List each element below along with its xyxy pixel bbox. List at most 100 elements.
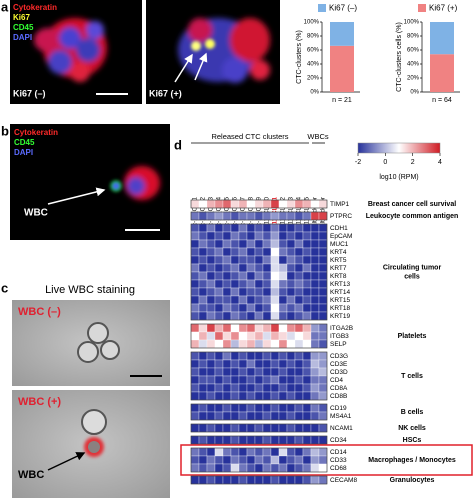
- group-label: Granulocytes: [390, 477, 435, 484]
- heatmap-cell: [270, 391, 280, 401]
- gene-label: KRT8: [330, 273, 347, 280]
- heatmap-cell: [262, 247, 272, 257]
- heatmap-cell: [310, 247, 320, 257]
- micrograph: [10, 0, 142, 104]
- heatmap-cell: [286, 239, 296, 249]
- heatmap-cell: [254, 383, 264, 393]
- heatmap-cell: [222, 247, 232, 257]
- heatmap-cell: [238, 339, 248, 349]
- heatmap-cell: [254, 211, 264, 221]
- heatmap-cell: [286, 331, 296, 341]
- heatmap-cell: [190, 331, 200, 341]
- heatmap-cell: [222, 287, 232, 297]
- heatmap-cell: [278, 279, 288, 289]
- heatmap-cell: [302, 263, 312, 273]
- heatmap-cell: [198, 339, 208, 349]
- heatmap-cell: [198, 303, 208, 313]
- heatmap-cell: [270, 455, 280, 465]
- heatmap-cell: [214, 311, 224, 321]
- heatmap-cell: [230, 263, 240, 273]
- heatmap-cell: [230, 323, 240, 333]
- heatmap-cell: [318, 463, 328, 473]
- stain-label: CD45: [13, 23, 34, 32]
- heatmap-cell: [238, 323, 248, 333]
- y-axis-label: CTC-clusters (%): [296, 30, 303, 84]
- heatmap-cell: [318, 331, 328, 341]
- heatmap-cell: [270, 303, 280, 313]
- heatmap-cell: [310, 359, 320, 369]
- heatmap-cell: [214, 455, 224, 465]
- heatmap-cell: [302, 295, 312, 305]
- heatmap-cell: [230, 295, 240, 305]
- heatmap-cell: [206, 323, 216, 333]
- heatmap-cell: [222, 375, 232, 385]
- heatmap-cell: [278, 211, 288, 221]
- heatmap-cell: [278, 223, 288, 233]
- heatmap-cell: [206, 391, 216, 401]
- heatmap-cell: [318, 239, 328, 249]
- heatmap-cell: [302, 211, 312, 221]
- heatmap-cell: [254, 463, 264, 473]
- heatmap-cell: [238, 211, 248, 221]
- heatmap-cell: [286, 351, 296, 361]
- heatmap-cell: [294, 271, 304, 281]
- y-tick-label: 20%: [307, 76, 320, 82]
- heatmap-cell: [230, 411, 240, 421]
- heatmap-cell: [302, 383, 312, 393]
- heatmap-cell: [310, 279, 320, 289]
- heatmap-cell: [230, 271, 240, 281]
- heatmap-cell: [286, 375, 296, 385]
- heatmap-cell: [318, 231, 328, 241]
- heatmap-cell: [238, 359, 248, 369]
- gene-label: MS4A1: [330, 413, 352, 420]
- heatmap-cell: [302, 223, 312, 233]
- heatmap-cell: [318, 303, 328, 313]
- heatmap-cell: [246, 239, 256, 249]
- heatmap-cell: [302, 339, 312, 349]
- gene-label: KRT19: [330, 313, 350, 320]
- heatmap-cell: [206, 295, 216, 305]
- heatmap-cell: [246, 247, 256, 257]
- heatmap-cell: [286, 303, 296, 313]
- heatmap-cell: [190, 359, 200, 369]
- gene-label: CDH1: [330, 225, 348, 232]
- gene-label: CD3E: [330, 361, 348, 368]
- heatmap-cell: [294, 255, 304, 265]
- heatmap-cell: [246, 351, 256, 361]
- heatmap-cell: [302, 403, 312, 413]
- heatmap-cell: [294, 351, 304, 361]
- colorbar-tick-label: -2: [355, 159, 361, 166]
- heatmap-cell: [310, 255, 320, 265]
- heatmap-cell: [270, 295, 280, 305]
- heatmap-cell: [286, 411, 296, 421]
- heatmap-cell: [302, 375, 312, 385]
- heatmap-cell: [318, 423, 328, 433]
- heatmap-cell: [262, 239, 272, 249]
- heatmap-cell: [262, 383, 272, 393]
- heatmap-cell: [246, 367, 256, 377]
- heatmap-cell: [278, 199, 288, 209]
- y-axis-label: CTC-clusters cells (%): [396, 22, 403, 92]
- heatmap-cell: [278, 359, 288, 369]
- group-frame: [190, 223, 328, 321]
- heatmap-cell: [238, 375, 248, 385]
- heatmap-cell: [318, 403, 328, 413]
- heatmap-cell: [214, 383, 224, 393]
- heatmap-cell: [310, 411, 320, 421]
- heatmap-cell: [302, 255, 312, 265]
- heatmap-cell: [190, 287, 200, 297]
- heatmap-cell: [278, 295, 288, 305]
- heatmap-cell: [254, 279, 264, 289]
- heatmap-cell: [206, 311, 216, 321]
- heatmap-cell: [294, 339, 304, 349]
- heatmap-cell: [286, 475, 296, 485]
- heatmap-cell: [222, 359, 232, 369]
- heatmap-cell: [214, 211, 224, 221]
- heatmap-cell: [302, 463, 312, 473]
- heatmap-cell: [294, 303, 304, 313]
- heatmap-cell: [254, 367, 264, 377]
- group-frame: [190, 403, 328, 421]
- panel-letter: d: [174, 137, 182, 152]
- heatmap-cell: [278, 455, 288, 465]
- heatmap-cell: [310, 463, 320, 473]
